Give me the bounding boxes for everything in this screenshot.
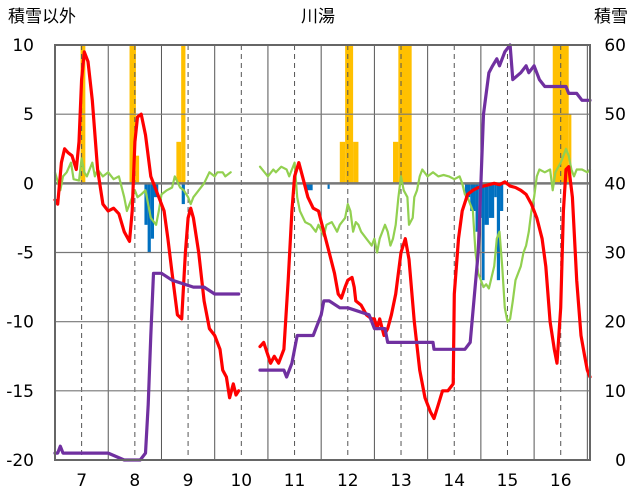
left-tick-5: -15 xyxy=(6,382,34,402)
left-tick-4: -10 xyxy=(6,313,34,333)
lower-bar-4 xyxy=(181,183,185,205)
left-tick-labels: 10 5 0 -5 -10 -15 -20 xyxy=(6,36,34,471)
left-tick-2: 0 xyxy=(23,174,34,194)
upper-bar-8 xyxy=(393,141,399,184)
left-tick-1: 5 xyxy=(23,105,34,125)
grid-lines xyxy=(55,44,590,460)
right-axis-label: 積雪 xyxy=(594,7,628,27)
left-tick-3: -5 xyxy=(17,244,34,264)
secondary_line-line-1 xyxy=(258,147,592,323)
x-tick-14: 14 xyxy=(443,471,465,491)
left-tick-0: 10 xyxy=(12,36,34,56)
series-lines xyxy=(53,43,592,462)
right-tick-6: 0 xyxy=(615,451,626,471)
left-axis-label: 積雪以外 xyxy=(8,7,76,27)
lower-bar-16 xyxy=(500,183,504,211)
right-tick-labels: 60 50 40 30 20 10 0 xyxy=(604,36,626,471)
right-tick-5: 10 xyxy=(604,382,626,402)
lower-bar-9 xyxy=(475,183,479,232)
temperature-line-1 xyxy=(258,161,592,421)
x-tick-10: 10 xyxy=(230,471,252,491)
right-tick-2: 40 xyxy=(604,174,626,194)
right-tick-0: 60 xyxy=(604,36,626,56)
lower-bar-1 xyxy=(147,183,151,253)
upper-bar-11 xyxy=(568,114,572,184)
plot-border xyxy=(54,44,591,461)
right-tick-3: 30 xyxy=(604,244,626,264)
snow_depth-line-0 xyxy=(53,271,241,462)
x-tick-9: 9 xyxy=(183,471,194,491)
lower-bar-0 xyxy=(144,183,148,225)
x-tick-16: 16 xyxy=(550,471,572,491)
left-tick-6: -20 xyxy=(6,451,34,471)
secondary_line-line-0 xyxy=(53,157,232,226)
x-tick-11: 11 xyxy=(284,471,306,491)
upper-bar-2 xyxy=(135,155,140,184)
lower-bar-14 xyxy=(494,183,497,198)
x-tick-labels: 7 8 9 10 11 12 13 14 15 16 xyxy=(76,471,571,491)
upper-bar-7 xyxy=(353,141,359,184)
right-tick-1: 50 xyxy=(604,105,626,125)
upper-bar-3 xyxy=(176,141,182,184)
lower-bar-8 xyxy=(470,183,476,211)
x-tick-13: 13 xyxy=(390,471,412,491)
lower-bar-11 xyxy=(481,183,485,281)
plot-frame xyxy=(54,44,591,461)
temperature-line-0 xyxy=(53,50,241,400)
x-tick-12: 12 xyxy=(337,471,359,491)
snow_depth-line-1 xyxy=(258,43,592,379)
right-tick-4: 20 xyxy=(604,313,626,333)
chart-title: 川湯 xyxy=(301,7,335,27)
x-tick-15: 15 xyxy=(497,471,519,491)
lower-bar-5 xyxy=(305,183,313,191)
lower-bar-2 xyxy=(150,183,155,239)
upper-bar-5 xyxy=(339,141,346,184)
x-tick-8: 8 xyxy=(129,471,140,491)
lower-bar-6 xyxy=(327,183,330,189)
lower-bar-13 xyxy=(488,183,495,218)
lower-bar-7 xyxy=(464,183,471,198)
lower-bar-12 xyxy=(484,183,489,225)
x-tick-7: 7 xyxy=(76,471,87,491)
